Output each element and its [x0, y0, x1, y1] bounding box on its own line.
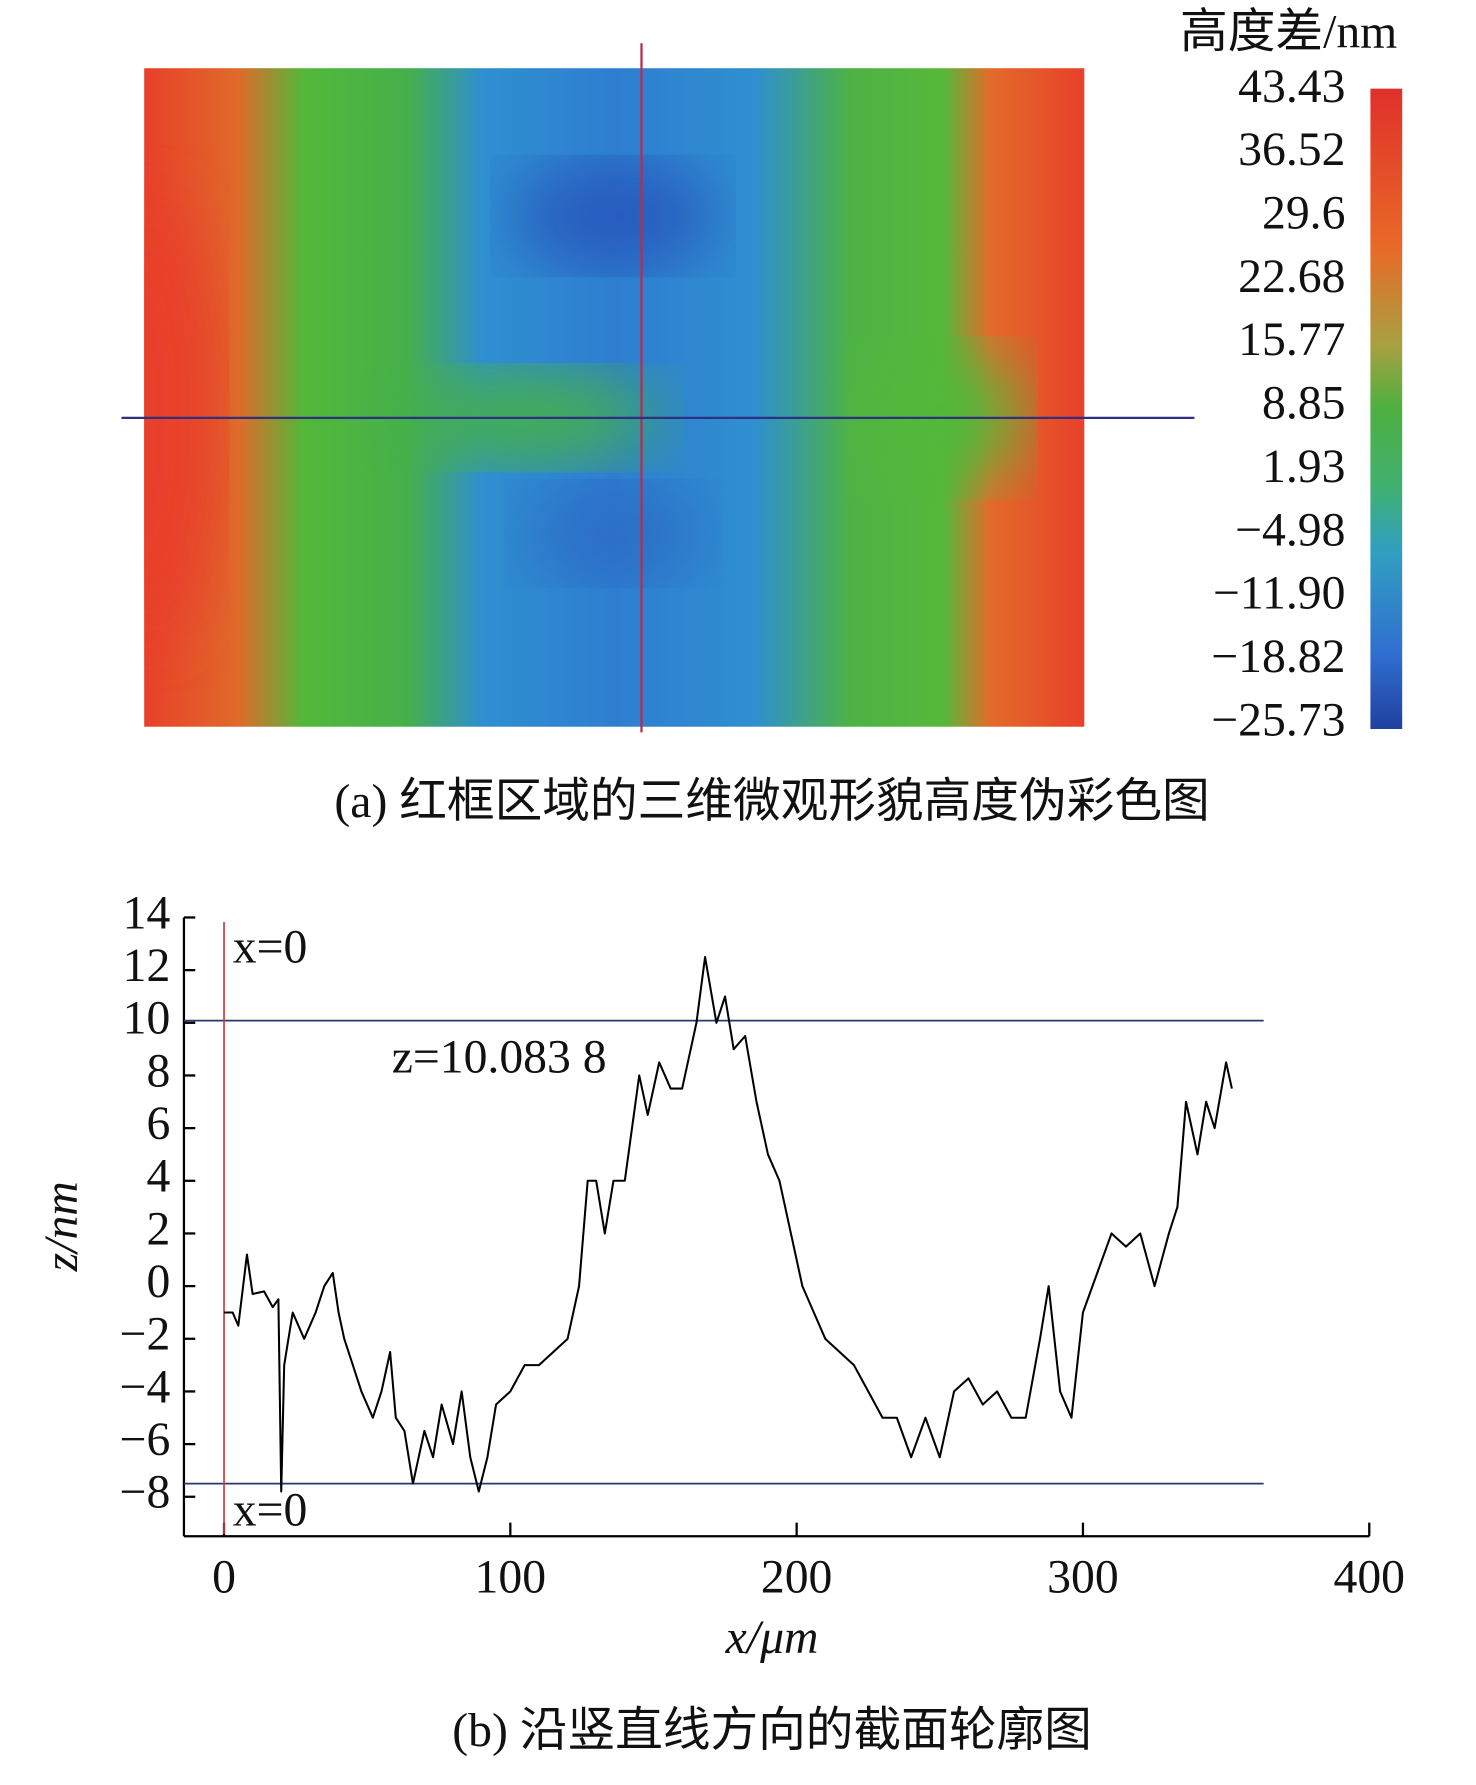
annotation: x=0 — [233, 1485, 308, 1537]
x-tick-label: 400 — [1334, 1552, 1406, 1604]
colorbar-tick-label: 15.77 — [1238, 314, 1345, 366]
y-axis-label: z/nm — [36, 1181, 88, 1272]
y-tick-label: 12 — [123, 940, 171, 992]
colorbar-tick-label: −11.90 — [1213, 568, 1345, 620]
y-tick-label: −8 — [120, 1467, 171, 1519]
height-map — [121, 43, 1195, 733]
x-axis-label: x/μm — [725, 1612, 819, 1664]
y-tick-label: 6 — [146, 1098, 170, 1150]
colorbar-tick-label: 22.68 — [1238, 251, 1345, 303]
colorbar-tick-label: −25.73 — [1211, 694, 1345, 746]
colorbar-tick-label: 8.85 — [1262, 378, 1345, 430]
y-tick-label: 4 — [146, 1151, 170, 1203]
x-tick-label: 300 — [1047, 1552, 1119, 1604]
y-tick-label: 14 — [123, 887, 171, 939]
y-tick-label: −4 — [120, 1361, 171, 1413]
x-tick-label: 100 — [475, 1552, 547, 1604]
colorbar-tick-label: 29.6 — [1262, 188, 1345, 240]
colorbar-tick-label: −18.82 — [1211, 631, 1345, 683]
annotation: x=0 — [233, 921, 308, 973]
colorbar-tick-label: 36.52 — [1238, 124, 1345, 176]
y-tick-label: −6 — [120, 1414, 171, 1466]
y-tick-label: 0 — [146, 1256, 170, 1308]
y-tick-label: −2 — [120, 1309, 171, 1361]
colorbar-title: 高度差/nm — [1180, 6, 1397, 58]
caption: (a) 红框区域的三维微观形貌高度伪彩色图 — [334, 776, 1209, 828]
y-tick-label: 2 — [146, 1203, 170, 1255]
x-tick-label: 200 — [761, 1552, 833, 1604]
colorbar-tick-label: −4.98 — [1235, 504, 1345, 556]
y-tick-label: 8 — [146, 1045, 170, 1097]
y-tick-label: 10 — [123, 993, 171, 1045]
colorbar — [1370, 88, 1403, 730]
annotation: z=10.083 8 — [392, 1032, 607, 1084]
x-tick-label: 0 — [212, 1552, 236, 1604]
caption: (b) 沿竖直线方向的截面轮廓图 — [452, 1705, 1092, 1757]
colorbar-tick-label: 43.43 — [1238, 61, 1345, 113]
colorbar-tick-label: 1.93 — [1262, 441, 1345, 493]
line-series — [224, 955, 1233, 1493]
